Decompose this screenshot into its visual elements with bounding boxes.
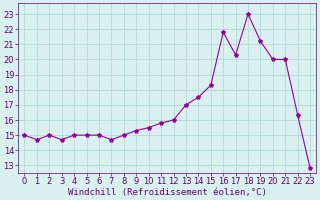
X-axis label: Windchill (Refroidissement éolien,°C): Windchill (Refroidissement éolien,°C): [68, 188, 267, 197]
